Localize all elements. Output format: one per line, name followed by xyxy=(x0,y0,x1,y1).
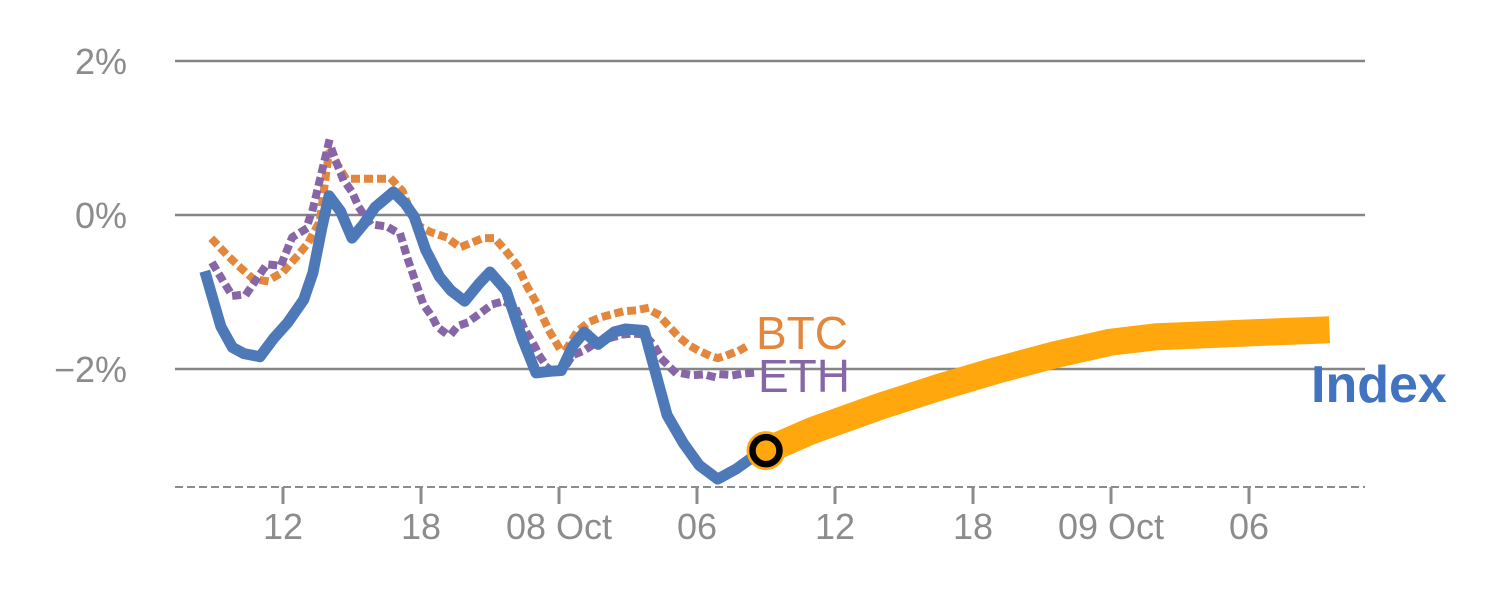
x-tick-label: 12 xyxy=(815,506,855,547)
x-tick-label: 08 Oct xyxy=(506,506,612,547)
x-tick-label: 18 xyxy=(953,506,993,547)
y-tick-label: 0% xyxy=(75,195,127,236)
x-tick-label: 12 xyxy=(263,506,303,547)
x-tick-label: 18 xyxy=(401,506,441,547)
series-line-index xyxy=(199,186,769,485)
series-label-index: Index xyxy=(1311,356,1447,414)
series-label-btc: BTC xyxy=(756,307,848,359)
series-label-eth: ETH xyxy=(758,350,850,402)
y-tick-label: 2% xyxy=(75,41,127,82)
x-tick-label: 06 xyxy=(677,506,717,547)
y-tick-label: −2% xyxy=(54,349,127,390)
forecast-start-marker xyxy=(749,433,783,468)
series-line-index-forecast xyxy=(760,316,1331,463)
series-line-btc xyxy=(208,147,756,363)
x-tick-label: 09 Oct xyxy=(1058,506,1164,547)
x-tick-label: 06 xyxy=(1229,506,1269,547)
